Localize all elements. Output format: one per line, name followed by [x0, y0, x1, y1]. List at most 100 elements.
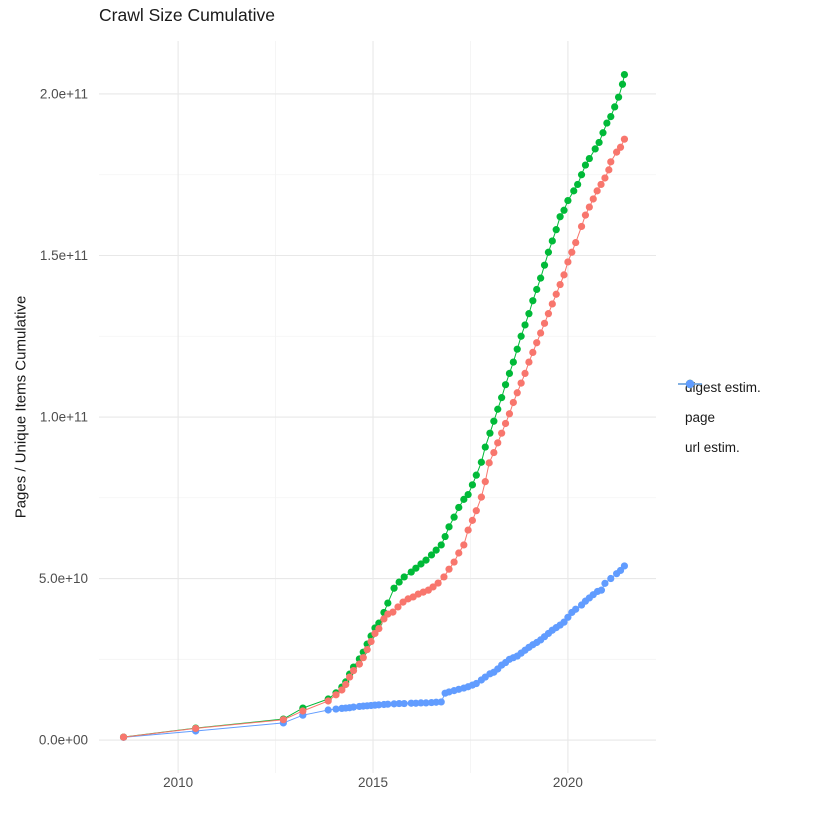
data-point: [564, 613, 572, 621]
data-point: [595, 138, 603, 147]
data-point: [533, 285, 541, 294]
data-point: [597, 586, 606, 594]
data-point: [568, 248, 576, 256]
data-point: [513, 389, 521, 397]
data-point: [346, 673, 354, 681]
data-point: [494, 405, 502, 413]
chart-title: Crawl Size Cumulative: [99, 5, 276, 25]
data-point: [574, 180, 582, 189]
y-axis-tick-label: 1.0e+11: [40, 410, 88, 425]
data-point: [521, 369, 529, 378]
data-point: [620, 70, 629, 79]
data-point: [517, 332, 525, 340]
data-point: [390, 584, 398, 592]
legend: digest estim. page url estim.: [676, 377, 761, 458]
data-point: [400, 699, 408, 708]
data-point: [564, 196, 572, 205]
data-point: [521, 321, 529, 329]
data-point: [417, 699, 425, 707]
data-point: [389, 608, 397, 616]
data-point: [585, 154, 593, 163]
y-axis-tick-label: 1.5e+11: [40, 248, 88, 263]
data-point: [455, 549, 463, 557]
data-point: [441, 532, 449, 541]
data-point: [477, 458, 485, 466]
legend-item-label: page: [685, 410, 716, 425]
data-point: [556, 280, 564, 289]
data-point: [603, 119, 611, 127]
data-point: [477, 493, 485, 501]
data-point: [620, 135, 629, 143]
data-point: [363, 646, 371, 654]
data-point: [384, 700, 392, 708]
data-point: [464, 490, 472, 499]
data-point: [570, 187, 578, 195]
data-point: [380, 615, 388, 623]
data-point: [505, 410, 514, 418]
legend-item-page: page: [676, 379, 761, 428]
y-axis-tick-label: 0.0e+00: [39, 733, 88, 748]
data-point: [564, 258, 572, 266]
data-point: [417, 560, 425, 568]
data-point: [620, 562, 629, 570]
data-point: [552, 226, 560, 234]
data-point: [544, 310, 553, 318]
data-point: [338, 686, 346, 694]
data-point: [429, 583, 437, 591]
x-axis-tick-label: 2015: [358, 775, 388, 790]
data-point: [422, 556, 430, 564]
data-point: [485, 459, 493, 467]
series-line-digest-estim-: [123, 138, 625, 738]
data-point: [607, 574, 615, 583]
data-point: [505, 369, 514, 378]
data-point: [481, 443, 489, 451]
data-point: [192, 724, 200, 733]
data-point: [472, 471, 480, 479]
data-point: [332, 705, 340, 713]
data-point: [490, 417, 498, 425]
data-point: [355, 660, 363, 668]
x-axis-tick-label: 2010: [163, 775, 193, 790]
data-point: [548, 300, 556, 308]
data-point: [437, 541, 445, 549]
data-point: [472, 507, 480, 515]
data-point: [432, 546, 440, 554]
data-point: [299, 707, 307, 715]
data-point: [525, 358, 533, 366]
data-point: [607, 112, 615, 121]
data-point: [552, 290, 560, 298]
data-point: [349, 666, 358, 675]
data-point: [593, 187, 601, 195]
data-point: [434, 579, 442, 587]
data-point: [525, 310, 533, 318]
data-point: [395, 578, 403, 586]
data-point: [581, 161, 590, 169]
data-point: [494, 439, 502, 447]
data-point: [601, 579, 609, 587]
data-point: [556, 213, 564, 221]
data-point: [529, 297, 537, 305]
data-point: [544, 248, 553, 256]
y-axis-tick-label: 2.0e+11: [40, 86, 88, 101]
data-point: [601, 174, 609, 182]
data-point: [460, 541, 468, 549]
data-point: [537, 329, 545, 337]
data-point: [572, 238, 580, 247]
data-point: [468, 481, 477, 489]
data-point: [375, 625, 383, 633]
data-point: [560, 271, 568, 279]
data-point: [486, 429, 494, 437]
data-point: [533, 339, 541, 347]
data-point: [450, 558, 458, 566]
data-point: [560, 206, 568, 214]
data-point: [371, 629, 379, 638]
data-point: [616, 143, 625, 151]
data-point: [498, 394, 506, 402]
legend-item-label: digest estim.: [685, 380, 761, 395]
x-axis-tick-label: 2020: [553, 775, 583, 790]
data-point: [437, 698, 445, 706]
data-point: [513, 345, 521, 353]
data-point: [577, 171, 586, 179]
data-point: [367, 637, 375, 646]
